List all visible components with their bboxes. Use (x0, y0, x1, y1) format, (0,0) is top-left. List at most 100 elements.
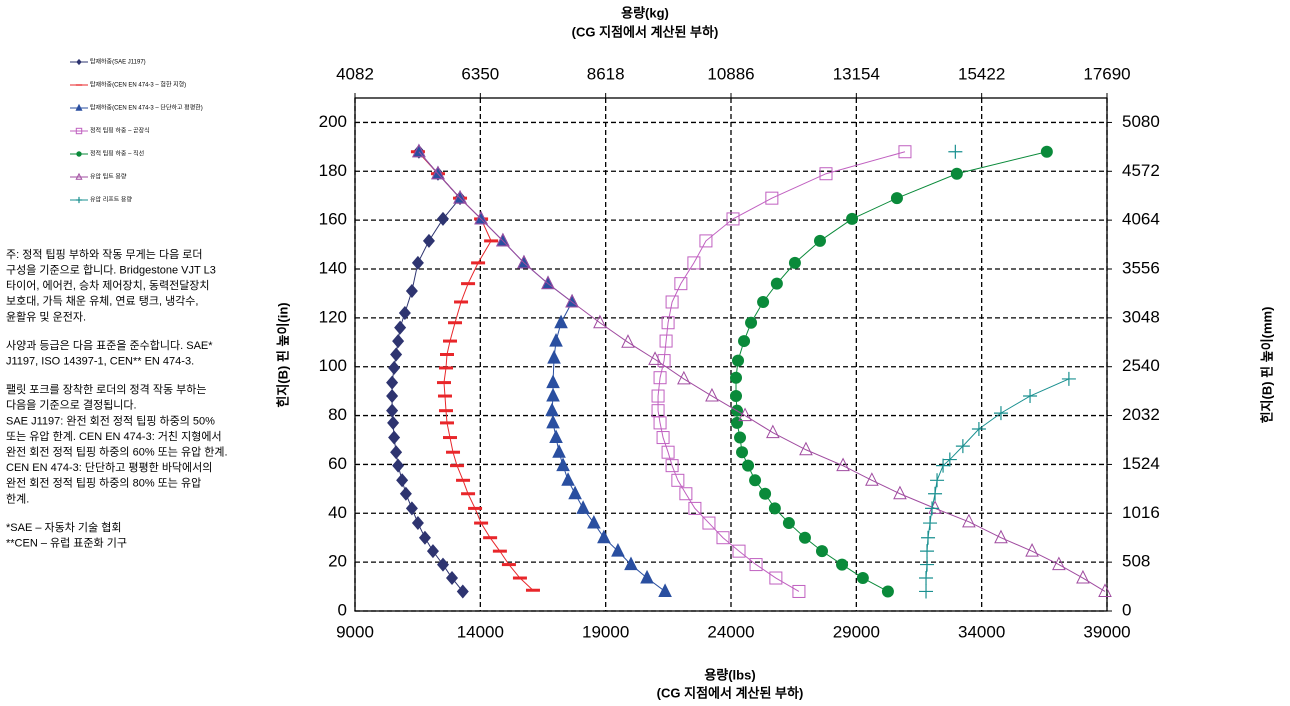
legend-marker (75, 84, 83, 86)
y-tick-label: 60 (328, 454, 347, 473)
marker (640, 569, 654, 584)
note-line: 완전 회전 정적 팁핑 하중의 80% 또는 유압 (6, 476, 201, 490)
y-tick-label: 180 (319, 161, 347, 180)
marker (436, 211, 449, 226)
marker (394, 320, 407, 335)
series-line (417, 151, 534, 591)
marker (745, 316, 758, 329)
marker (392, 334, 405, 349)
marker (446, 450, 461, 454)
marker (546, 374, 560, 389)
x-tick-label: 24000 (707, 622, 754, 641)
marker (1061, 371, 1076, 386)
marker (525, 588, 540, 592)
note-line: SAE J1197: 완전 회전 정적 팁핑 하중의 50% (6, 413, 215, 427)
marker (656, 431, 670, 445)
y2-tick-label: 4064 (1122, 210, 1160, 229)
legend-marker (75, 103, 83, 111)
note-line: 팰릿 포크를 장착한 로더의 정격 작동 부하는 (6, 382, 207, 396)
note-line: 한계. (6, 492, 29, 505)
marker (621, 334, 635, 348)
marker (661, 316, 675, 330)
marker (962, 513, 976, 528)
marker (448, 321, 463, 325)
marker (738, 407, 752, 422)
y2-tick-label: 3048 (1122, 307, 1160, 326)
marker (396, 473, 409, 488)
marker (411, 255, 424, 270)
marker (453, 190, 467, 204)
marker (768, 502, 781, 515)
y2-tick-label: 2032 (1122, 405, 1160, 424)
marker (836, 457, 850, 472)
marker (568, 485, 582, 500)
marker (659, 334, 673, 348)
marker (399, 486, 412, 501)
marker (418, 530, 431, 545)
y2-tick-label: 2540 (1122, 356, 1160, 375)
marker (561, 472, 575, 486)
legend-label: 정적 팁핑 하중 – 직선 (90, 150, 144, 158)
y-tick-label: 20 (328, 552, 347, 571)
marker (611, 543, 625, 557)
series-line (418, 151, 1106, 592)
marker (759, 487, 772, 500)
x2-axis-title: (CG 지점에서 계산된 부하) (572, 24, 719, 39)
marker (893, 485, 907, 500)
note-line: CEN EN 474-3: 단단하고 평평한 바닥에서의 (6, 460, 212, 474)
y-tick-label: 80 (328, 405, 347, 424)
marker (556, 457, 570, 472)
marker (576, 500, 590, 514)
marker (942, 452, 957, 467)
marker (732, 544, 746, 558)
marker (438, 366, 453, 370)
marker (1052, 556, 1066, 571)
marker (388, 360, 401, 375)
marker (757, 295, 770, 308)
marker (732, 354, 745, 367)
note-line: 보호대, 가득 채운 유체, 연료 탱크, 냉각수, (6, 295, 198, 308)
marker (437, 394, 452, 398)
marker (687, 256, 701, 270)
marker (936, 458, 951, 473)
legend-label: 정적 팁핑 하중 – 곧장식 (90, 127, 150, 135)
y2-axis-title: 힌지(B) 핀 높이(mm) (1259, 307, 1274, 424)
note-line: 구성을 기준으로 합니다. Bridgestone VJT L3 (6, 264, 216, 277)
marker (468, 506, 483, 510)
marker (541, 275, 555, 290)
marker (950, 167, 963, 180)
marker (665, 459, 679, 473)
note-line: 윤활유 및 운전자. (6, 309, 86, 323)
note-line: 완전 회전 정적 팁핑 하중의 60% 또는 유압 한계. (6, 445, 228, 459)
series-line (391, 151, 464, 592)
marker (955, 439, 970, 454)
marker (412, 143, 426, 158)
marker (705, 387, 719, 402)
marker (799, 441, 813, 456)
marker (398, 305, 411, 320)
y-axis-title: 힌지(B) 핀 높이(in) (275, 302, 290, 407)
marker (483, 536, 498, 540)
x-tick-label: 9000 (336, 622, 374, 641)
marker (930, 473, 945, 488)
marker (443, 339, 458, 343)
marker (546, 387, 560, 402)
marker (653, 371, 667, 385)
marker (819, 167, 833, 181)
marker (1076, 569, 1090, 584)
marker (624, 556, 638, 571)
legend-marker (75, 172, 83, 180)
marker (471, 261, 486, 265)
marker (593, 314, 607, 329)
y2-tick-label: 4572 (1122, 161, 1160, 180)
marker (387, 415, 400, 430)
marker (517, 254, 531, 269)
marker (677, 370, 691, 385)
y-tick-label: 0 (338, 600, 347, 619)
marker (411, 516, 424, 531)
marker (865, 472, 879, 486)
y-tick-label: 120 (319, 307, 347, 326)
x-tick-label: 39000 (1083, 622, 1130, 641)
marker (443, 436, 458, 440)
